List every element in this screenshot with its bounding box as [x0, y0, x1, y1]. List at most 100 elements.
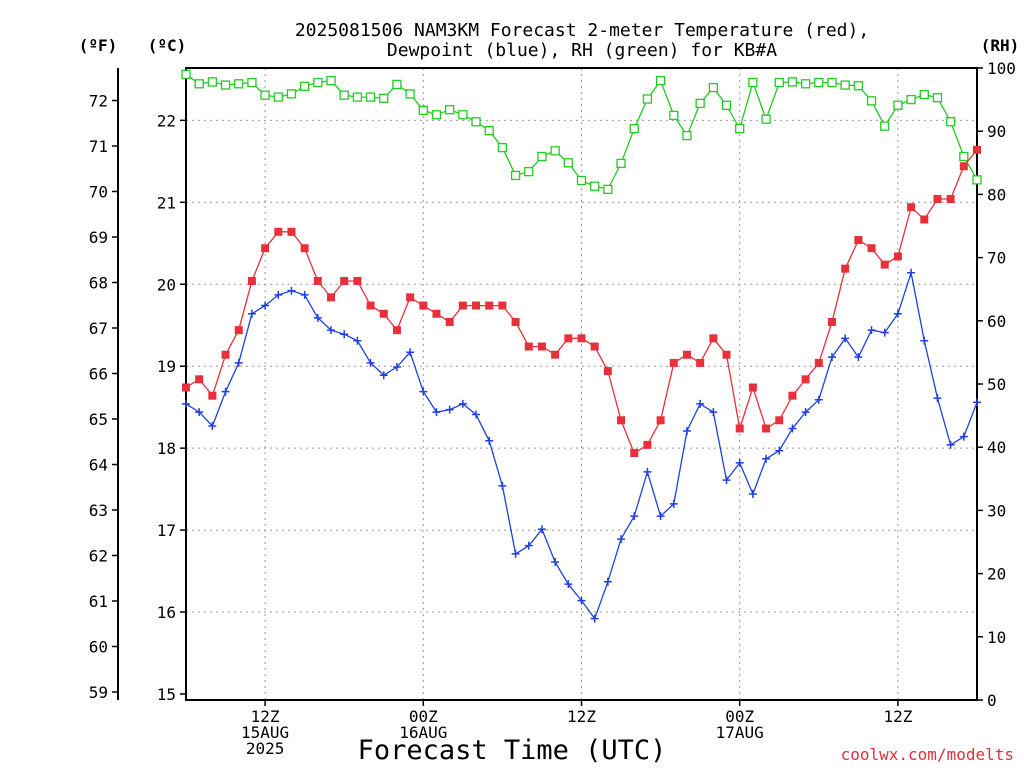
dewpoint-point	[419, 387, 428, 396]
rh-point	[181, 69, 191, 79]
rh-tick-label: 40	[987, 438, 1006, 457]
rh-point	[484, 125, 494, 136]
rh-line	[185, 73, 978, 191]
celsius-tick-label: 22	[157, 111, 176, 130]
temperature-point	[300, 244, 309, 253]
temperature-point	[221, 350, 230, 359]
fahrenheit-tick-label: 59	[89, 683, 108, 702]
dewpoint-point	[472, 410, 481, 419]
rh-point	[365, 92, 376, 102]
temperature-point	[392, 326, 401, 335]
dewpoint-point	[617, 535, 626, 544]
rh-point	[405, 89, 415, 99]
rh-point	[286, 89, 297, 99]
dewpoint-point	[208, 422, 217, 431]
rh-point	[550, 146, 560, 156]
temperature-point	[696, 358, 705, 367]
celsius-tick-label: 21	[157, 193, 176, 212]
dewpoint-point	[788, 424, 797, 433]
rh-point	[299, 81, 310, 91]
fahrenheit-tick-label: 66	[89, 365, 108, 384]
dewpoint-point	[313, 313, 322, 322]
fahrenheit-tick-label: 64	[89, 456, 108, 475]
dewpoint-point	[696, 399, 705, 408]
rh-point	[326, 75, 336, 86]
dewpoint-point	[445, 405, 454, 414]
celsius-tick-label: 16	[157, 603, 176, 622]
dewpoint-point	[893, 309, 902, 318]
rh-point	[814, 77, 824, 88]
rh-tick-label: 20	[987, 565, 1006, 584]
temperature-point	[498, 301, 507, 310]
rh-point	[787, 77, 798, 87]
rh-point	[642, 94, 653, 104]
rh-point	[220, 80, 231, 90]
dewpoint-point	[221, 387, 230, 396]
rh-point	[194, 79, 204, 89]
series	[181, 69, 982, 623]
temperature-point	[669, 358, 678, 367]
fahrenheit-tick-label: 71	[89, 137, 108, 156]
rh-point	[629, 124, 639, 134]
temperature-point	[709, 334, 718, 343]
rh-point	[458, 110, 468, 120]
dewpoint-point	[735, 458, 744, 467]
temperature-point	[946, 195, 955, 204]
rh-point	[379, 93, 389, 103]
temperature-point	[788, 391, 797, 400]
dewpoint-point	[880, 328, 889, 337]
temperature-point	[287, 227, 296, 236]
fahrenheit-tick-label: 69	[89, 228, 108, 247]
rh-tick-label: 30	[987, 501, 1006, 520]
dewpoint-point	[630, 512, 639, 521]
rh-point	[945, 117, 956, 127]
temperature-point	[682, 350, 691, 359]
temperature-point	[564, 334, 573, 343]
dewpoint-point	[827, 353, 836, 362]
fahrenheit-tick-label: 70	[89, 183, 108, 202]
dewpoint-point	[867, 326, 876, 335]
plot-frame	[185, 67, 978, 701]
rh-point	[352, 92, 363, 102]
dewpoint-point	[709, 408, 718, 417]
temperature-point	[762, 424, 771, 433]
dewpoint-point	[669, 499, 678, 508]
fahrenheit-tick-label: 72	[89, 92, 108, 111]
temperature-point	[366, 301, 375, 310]
temperature-point	[340, 276, 349, 285]
rh-point	[431, 110, 442, 120]
temperature-point	[603, 367, 612, 376]
chart-title-line1: 2025081506 NAM3KM Forecast 2-meter Tempe…	[295, 20, 869, 41]
rh-point	[906, 94, 916, 105]
rh-point	[207, 77, 218, 87]
rh-tick-label: 10	[987, 628, 1006, 647]
rh-point	[471, 117, 481, 127]
temperature-point	[379, 309, 388, 318]
dewpoint-point	[682, 426, 691, 435]
temperature-point	[893, 252, 902, 261]
fahrenheit-tick-label: 60	[89, 638, 108, 657]
chart-title-line2: Dewpoint (blue), RH (green) for KB#A	[387, 40, 777, 61]
rh-tick-label: 60	[987, 312, 1006, 331]
rh-point	[853, 81, 863, 91]
dewpoint-point	[841, 334, 850, 343]
dewpoint-point	[458, 399, 467, 408]
dewpoint-point	[762, 454, 771, 463]
rh-point	[972, 175, 982, 185]
temperature-point	[234, 326, 243, 335]
rh-point	[392, 79, 402, 90]
celsius-tick-label: 15	[157, 685, 176, 704]
temperature-point	[353, 276, 362, 285]
temperature-point	[247, 276, 256, 285]
dewpoint-point	[353, 336, 362, 345]
rh-point	[800, 79, 811, 89]
dewpoint-point	[287, 286, 296, 295]
dewpoint-point	[537, 525, 546, 534]
rh-point	[682, 130, 692, 141]
rh-point	[510, 170, 521, 181]
dewpoint-point	[590, 614, 599, 623]
temperature-point	[313, 276, 322, 285]
dewpoint-point	[946, 440, 955, 449]
x-tick-label: 12Z	[251, 707, 280, 726]
series-group	[181, 69, 982, 623]
